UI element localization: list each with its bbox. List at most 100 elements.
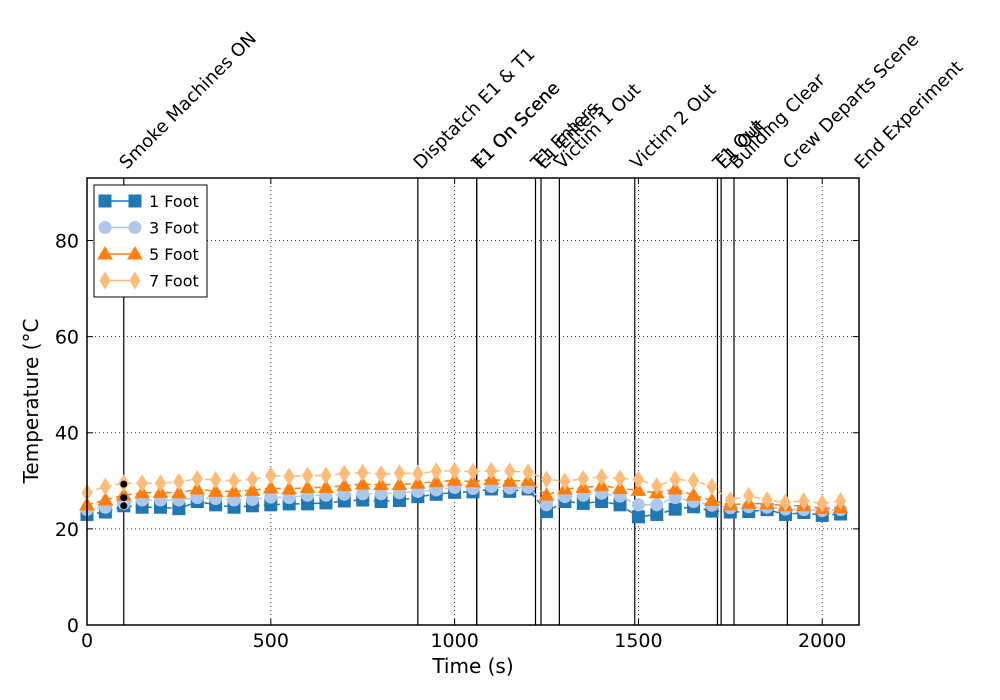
- legend-marker: [128, 194, 142, 208]
- data-point: [630, 482, 647, 496]
- data-point: [262, 480, 279, 494]
- data-point: [835, 492, 847, 510]
- data-point: [650, 498, 664, 512]
- data-point: [430, 462, 442, 481]
- data-point: [631, 510, 645, 524]
- data-point: [354, 476, 371, 490]
- data-point: [189, 480, 206, 495]
- data-point: [612, 480, 628, 494]
- data-point: [706, 477, 718, 496]
- y-tick-label: 40: [55, 423, 79, 445]
- data-point: [393, 464, 406, 483]
- legend-entry: 3 Foot: [98, 219, 199, 238]
- data-point: [724, 491, 736, 509]
- data-point: [631, 498, 645, 512]
- data-point: [538, 487, 555, 501]
- legend-label: 1 Foot: [149, 192, 199, 211]
- y-tick-label: 0: [67, 615, 79, 637]
- legend-marker: [127, 246, 143, 260]
- event-marker-point: [120, 480, 128, 488]
- data-point: [522, 463, 534, 482]
- series-7-foot: [81, 461, 847, 513]
- data-point: [136, 474, 148, 493]
- data-point: [614, 469, 626, 488]
- grid: [87, 178, 859, 625]
- data-point: [375, 465, 387, 484]
- data-point: [336, 477, 353, 492]
- data-point: [210, 470, 222, 489]
- data-point: [669, 470, 681, 489]
- x-tick-label: 1000: [430, 630, 478, 652]
- event-marker-point: [120, 502, 128, 510]
- ticks: 0 500 1000 1500 2000 0 20 40 60 80: [55, 178, 859, 652]
- y-tick-label: 60: [55, 327, 79, 349]
- data-point: [743, 486, 755, 505]
- data-point: [668, 502, 682, 516]
- data-point: [596, 468, 608, 486]
- series-layer: [79, 461, 849, 524]
- data-point: [281, 480, 298, 495]
- legend-marker: [97, 246, 113, 260]
- x-tick-label: 1500: [614, 630, 662, 652]
- y-axis-label: Temperature (°C: [19, 319, 43, 485]
- data-point: [651, 477, 663, 496]
- y-tick-label: 20: [55, 519, 79, 541]
- event-markers: [120, 480, 128, 510]
- legend-marker: [129, 271, 141, 290]
- data-point: [540, 470, 553, 489]
- plot-frame: [86, 177, 860, 626]
- data-point: [299, 479, 316, 494]
- event-lines: [123, 178, 788, 625]
- data-point: [228, 471, 240, 490]
- legend-marker: [99, 271, 111, 290]
- data-point: [171, 484, 187, 499]
- data-point: [687, 471, 700, 490]
- event-marker-point: [120, 494, 128, 502]
- data-point: [320, 466, 332, 485]
- data-point: [154, 474, 167, 493]
- data-point: [283, 467, 295, 486]
- x-axis-label: Time (s): [431, 654, 513, 678]
- data-point: [357, 463, 369, 482]
- data-point: [761, 491, 773, 509]
- data-point: [485, 461, 497, 480]
- legend-label: 7 Foot: [149, 272, 199, 291]
- legend: 1 Foot 3 Foot 5 Foot 7 Foot: [93, 184, 208, 298]
- series-5-foot: [79, 471, 849, 515]
- legend-entry: 7 Foot: [99, 271, 199, 291]
- data-point: [504, 462, 516, 481]
- y-tick-label: 80: [55, 230, 79, 252]
- legend-label: 3 Foot: [149, 219, 199, 238]
- data-point: [501, 473, 518, 487]
- legend-entry: 1 Foot: [98, 192, 199, 211]
- x-tick-label: 500: [253, 630, 289, 652]
- data-point: [816, 494, 828, 513]
- data-point: [99, 477, 111, 496]
- data-point: [97, 492, 114, 506]
- data-point: [428, 473, 445, 488]
- legend-entry: 5 Foot: [97, 245, 199, 264]
- legend-marker: [128, 221, 142, 234]
- data-point: [449, 461, 461, 480]
- x-tick-label: 0: [81, 630, 93, 652]
- data-point: [577, 469, 589, 488]
- data-point: [338, 464, 350, 483]
- legend-marker: [98, 194, 112, 208]
- data-point: [173, 472, 185, 491]
- data-point: [779, 493, 792, 512]
- data-point: [373, 476, 389, 491]
- legend-marker: [98, 221, 112, 234]
- data-point: [318, 479, 334, 494]
- data-point: [798, 492, 810, 510]
- data-point: [226, 483, 242, 497]
- data-point: [467, 462, 479, 481]
- legend-label: 5 Foot: [149, 245, 199, 264]
- data-point: [265, 466, 277, 485]
- data-point: [191, 469, 203, 488]
- data-point: [391, 476, 408, 491]
- data-point: [244, 482, 261, 496]
- data-point: [685, 487, 702, 501]
- data-point: [632, 470, 645, 489]
